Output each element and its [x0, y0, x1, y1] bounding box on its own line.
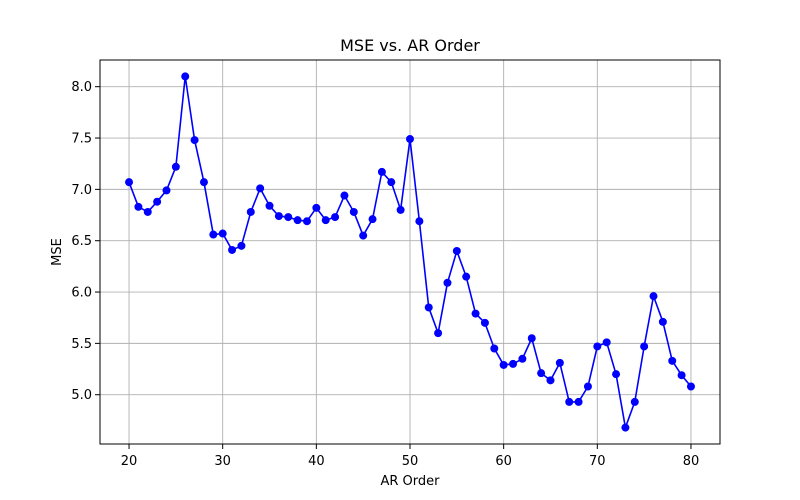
data-point-marker: [181, 72, 190, 81]
data-point-marker: [612, 370, 621, 379]
y-tick-label: 8.0: [71, 80, 92, 95]
data-point-marker: [490, 344, 499, 353]
y-axis-title: MSE: [50, 238, 65, 266]
data-point-marker: [153, 197, 162, 206]
data-point-marker: [368, 215, 377, 224]
data-point-marker: [499, 360, 508, 369]
x-tick-label: 40: [308, 454, 325, 469]
x-tick-label: 20: [121, 454, 138, 469]
data-point-marker: [218, 229, 227, 238]
data-point-marker: [302, 217, 311, 226]
data-point-marker: [509, 359, 518, 368]
data-point-marker: [602, 338, 611, 347]
data-point-marker: [293, 216, 302, 225]
data-point-marker: [668, 356, 677, 365]
data-point-marker: [527, 334, 536, 343]
data-point-marker: [349, 207, 358, 216]
data-point-marker: [583, 382, 592, 391]
data-point-marker: [171, 162, 180, 171]
data-point-marker: [452, 246, 461, 255]
y-tick-label: 6.5: [71, 234, 92, 249]
data-point-marker: [190, 136, 199, 145]
data-point-marker: [462, 272, 471, 281]
data-point-marker: [480, 318, 489, 327]
data-point-marker: [686, 382, 695, 391]
data-point-marker: [237, 241, 246, 250]
data-point-marker: [162, 186, 171, 195]
chart-title: MSE vs. AR Order: [340, 36, 480, 55]
x-tick-label: 50: [402, 454, 419, 469]
data-point-marker: [555, 358, 564, 367]
data-point-marker: [125, 178, 134, 187]
grid-lines: [100, 60, 720, 444]
data-point-marker: [537, 369, 546, 378]
x-axis-title: AR Order: [380, 474, 440, 489]
data-point-marker: [265, 201, 274, 210]
data-point-marker: [658, 317, 667, 326]
data-point-marker: [640, 342, 649, 351]
data-point-marker: [377, 167, 386, 176]
data-point-marker: [406, 135, 414, 144]
data-point-marker: [574, 397, 583, 406]
y-tick-label: 6.0: [71, 286, 92, 301]
data-point-marker: [359, 231, 368, 240]
data-point-marker: [312, 203, 321, 212]
data-point-marker: [143, 207, 152, 216]
data-point-marker: [443, 278, 452, 287]
data-point-marker: [256, 184, 265, 193]
y-axis-ticks: 5.0 5.5 6.0 6.5 7.0 7.5 8.0: [71, 80, 100, 403]
y-tick-label: 7.0: [71, 183, 92, 198]
data-point-marker: [415, 217, 424, 226]
data-point-marker: [518, 354, 527, 363]
data-point-marker: [565, 397, 574, 406]
data-point-marker: [199, 178, 208, 187]
data-point-marker: [387, 178, 396, 187]
data-point-marker: [340, 191, 349, 200]
data-point-marker: [677, 371, 686, 380]
y-tick-label: 5.5: [71, 337, 92, 352]
x-tick-label: 70: [589, 454, 606, 469]
y-tick-label: 5.0: [71, 388, 92, 403]
data-point-marker: [246, 207, 255, 216]
x-axis-ticks: 20 30 40 50 60 70 80: [121, 444, 699, 469]
data-point-marker: [396, 205, 405, 214]
data-points: [125, 72, 695, 432]
data-point-marker: [424, 303, 433, 312]
data-point-marker: [621, 423, 630, 432]
x-tick-label: 60: [495, 454, 512, 469]
data-point-marker: [331, 213, 340, 222]
data-point-marker: [134, 202, 143, 211]
data-point-marker: [471, 309, 480, 318]
data-point-marker: [630, 397, 639, 406]
data-point-marker: [284, 213, 293, 222]
data-point-marker: [593, 342, 602, 351]
data-point-marker: [228, 245, 237, 254]
data-point-marker: [649, 292, 658, 301]
data-point-marker: [274, 212, 283, 221]
y-tick-label: 7.5: [71, 132, 92, 147]
data-point-marker: [209, 230, 218, 239]
x-tick-label: 80: [683, 454, 700, 469]
data-point-marker: [434, 329, 443, 338]
data-point-marker: [321, 216, 330, 225]
x-tick-label: 30: [214, 454, 231, 469]
data-point-marker: [546, 376, 555, 385]
